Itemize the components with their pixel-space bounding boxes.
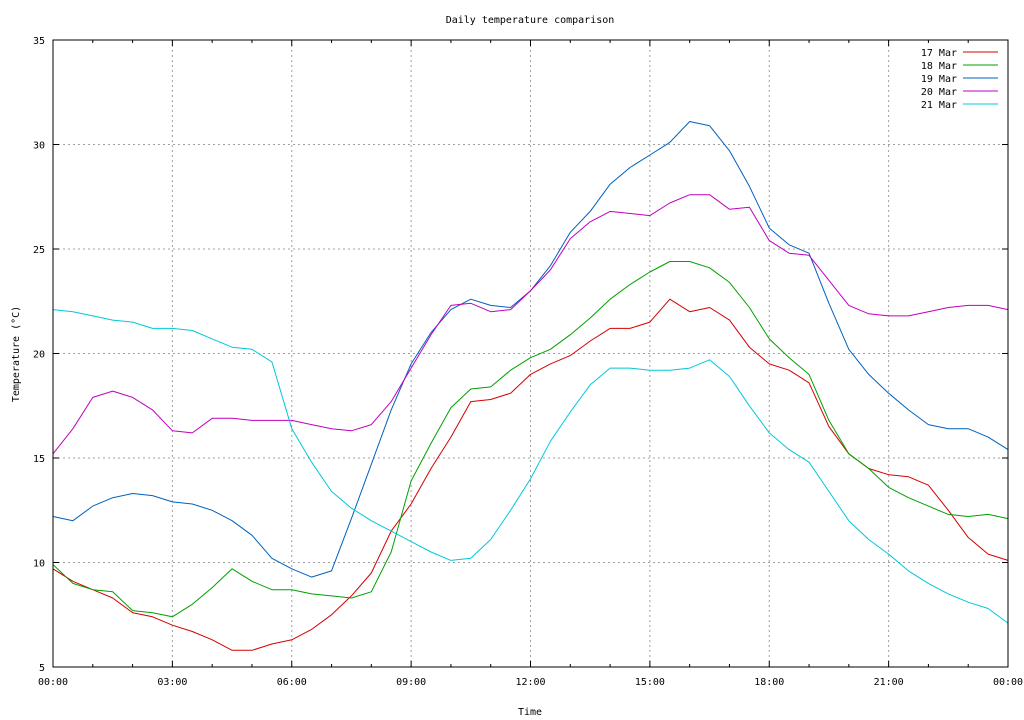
series-line-18-mar xyxy=(52,261,1009,618)
x-tick-label: 15:00 xyxy=(635,677,665,688)
x-tick-label: 00:00 xyxy=(993,677,1023,688)
series-line-19-mar xyxy=(52,121,1009,578)
x-axis-label: Time xyxy=(518,707,542,718)
legend-label: 20 Mar xyxy=(921,87,957,98)
x-tick-label: 03:00 xyxy=(157,677,187,688)
x-tick-label: 18:00 xyxy=(754,677,784,688)
series-line-21-mar xyxy=(52,309,1009,624)
series-line-20-mar xyxy=(52,194,1009,455)
x-tick-label: 12:00 xyxy=(515,677,545,688)
x-tick-label: 21:00 xyxy=(874,677,904,688)
grid-layer xyxy=(53,40,1008,667)
series-layer xyxy=(52,121,1009,651)
y-tick-label: 25 xyxy=(33,245,45,256)
y-tick-label: 20 xyxy=(33,350,45,361)
legend-label: 18 Mar xyxy=(921,61,957,72)
chart-title: Daily temperature comparison xyxy=(446,15,615,26)
y-tick-label: 5 xyxy=(39,663,45,674)
legend: 17 Mar 18 Mar 19 Mar 20 Mar 21 Mar xyxy=(921,48,998,111)
legend-label: 21 Mar xyxy=(921,100,957,111)
x-tick-label: 00:00 xyxy=(38,677,68,688)
y-tick-label: 35 xyxy=(33,36,45,47)
y-tick-label: 10 xyxy=(33,559,45,570)
legend-label: 19 Mar xyxy=(921,74,957,85)
x-tick-label: 09:00 xyxy=(396,677,426,688)
y-axis-label: Temperature (°C) xyxy=(11,306,22,402)
x-tick-label: 06:00 xyxy=(277,677,307,688)
y-tick-label: 30 xyxy=(33,141,45,152)
y-tick-label: 15 xyxy=(33,454,45,465)
tick-layer: 00:00 03:00 06:00 09:00 12:00 15:00 18:00 21:00… xyxy=(33,36,1023,688)
legend-label: 17 Mar xyxy=(921,48,957,59)
